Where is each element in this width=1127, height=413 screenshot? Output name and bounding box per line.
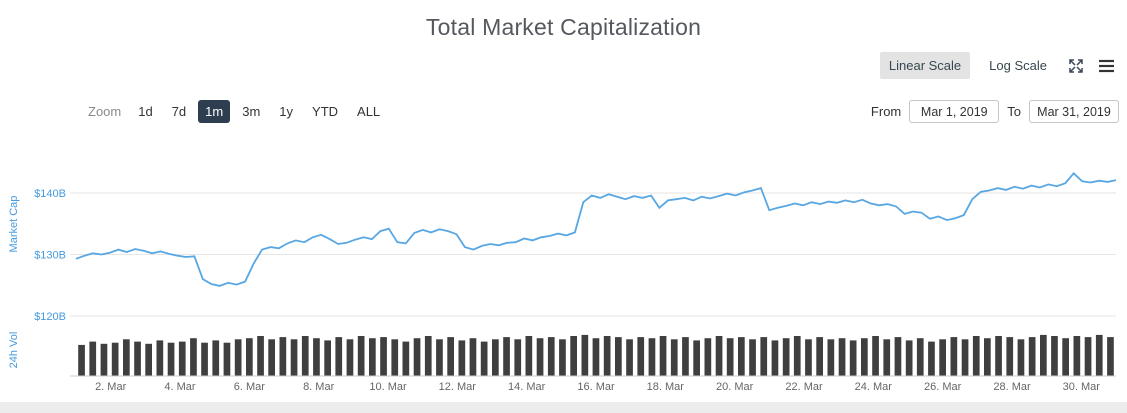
x-axis-label: 18. Mar [647, 381, 685, 393]
y-axis-label: $120B [34, 311, 66, 323]
x-axis-label: 28. Mar [993, 381, 1031, 393]
x-axis-label: 6. Mar [234, 381, 266, 393]
x-axis-label: 4. Mar [164, 381, 196, 393]
chart-area[interactable]: Market Cap 24h Vol $120B $130B $140B 2. Mar… [0, 130, 1127, 402]
zoom-controls: Zoom 1d 7d 1m 3m 1y YTD ALL [88, 100, 387, 123]
zoom-label: Zoom [88, 104, 122, 119]
from-label: From [870, 104, 902, 119]
from-date-input[interactable] [909, 100, 1000, 123]
x-axis-label: 22. Mar [785, 381, 823, 393]
market-cap-line [75, 171, 1117, 287]
date-range-controls: From To [871, 100, 1119, 123]
x-axis-label: 30. Mar [1063, 381, 1101, 393]
linear-scale-button[interactable]: Linear Scale [879, 52, 971, 79]
y-axis-label: $140B [34, 188, 66, 200]
x-axis-label: 14. Mar [508, 381, 546, 393]
chart-title: Total Market Capitalization [425, 14, 702, 40]
chart-canvas[interactable]: $120B $130B $140B 2. Mar 4. Mar 6. Mar 8. Mar 1… [0, 130, 1127, 402]
zoom-range-all[interactable]: ALL [350, 100, 387, 123]
x-axis-label: 26. Mar [924, 381, 962, 393]
market-cap-axis-title: Market Cap [8, 195, 20, 253]
zoom-range-3m[interactable]: 3m [235, 100, 267, 123]
x-axis-label: 20. Mar [716, 381, 754, 393]
zoom-range-ytd[interactable]: YTD [305, 100, 345, 123]
zoom-range-1m[interactable]: 1m [198, 100, 231, 123]
zoom-range-1d[interactable]: 1d [131, 100, 159, 123]
x-axis-label: 10. Mar [369, 381, 407, 393]
y-axis-label: $130B [34, 250, 66, 262]
scale-controls: Linear Scale Log Scale [879, 52, 1117, 79]
bottom-strip [0, 402, 1127, 413]
log-scale-button[interactable]: Log Scale [980, 52, 1056, 79]
x-axis-label: 8. Mar [303, 381, 335, 393]
to-label: To [1007, 104, 1021, 119]
to-date-input[interactable] [1029, 100, 1119, 123]
x-axis-label: 16. Mar [577, 381, 615, 393]
x-axis-label: 24. Mar [855, 381, 893, 393]
volume-axis-title: 24h Vol [8, 331, 20, 369]
x-axis-label: 2. Mar [95, 381, 127, 393]
x-axis-label: 12. Mar [439, 381, 477, 393]
zoom-range-7d[interactable]: 7d [165, 100, 193, 123]
chart-menu-icon[interactable] [1096, 57, 1117, 75]
volume-bars [78, 334, 1114, 376]
zoom-range-1y[interactable]: 1y [272, 100, 300, 123]
fullscreen-icon[interactable] [1066, 56, 1086, 76]
